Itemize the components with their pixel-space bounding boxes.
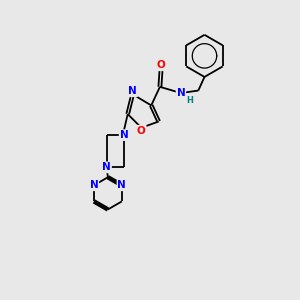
Text: N: N <box>102 162 111 172</box>
Text: N: N <box>120 130 128 140</box>
Text: N: N <box>177 88 185 98</box>
Text: N: N <box>128 86 137 96</box>
Text: O: O <box>137 126 146 136</box>
Text: N: N <box>90 180 98 190</box>
Text: H: H <box>186 96 193 105</box>
Text: O: O <box>157 60 166 70</box>
Text: N: N <box>118 180 126 190</box>
